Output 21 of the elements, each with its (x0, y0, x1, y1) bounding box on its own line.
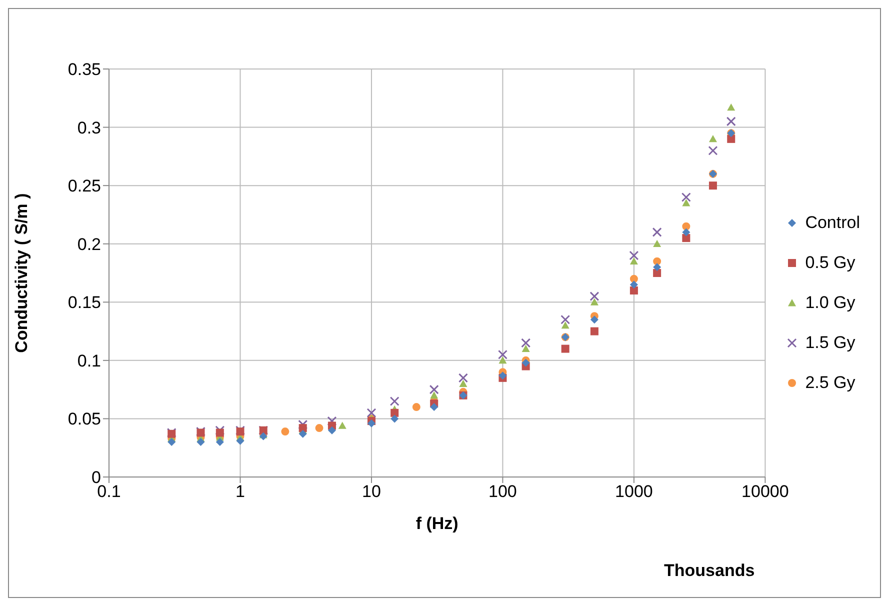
legend-label: 1.5 Gy (805, 332, 856, 354)
legend-label: Control (805, 212, 860, 234)
legend-label: 0.5 Gy (805, 252, 856, 274)
x-tick-label: 100 (488, 482, 517, 502)
x-tick-label: 10 (362, 482, 381, 502)
y-tick-label: 0.35 (68, 60, 101, 80)
x-axis-title: f (Hz) (416, 514, 458, 533)
y-axis-title: Conductivity ( S/m ) (12, 193, 32, 353)
x-tick-label: 0.1 (97, 482, 121, 502)
y-tick-label: 0.2 (77, 234, 101, 254)
text: Thousands (664, 561, 755, 581)
y-tick-label: 0.15 (68, 293, 101, 312)
x-tick-label: 10000 (742, 482, 789, 502)
y-tick-label: 0.25 (68, 176, 101, 196)
y-tick-label: 0.05 (68, 410, 101, 429)
y-tick-label: 0.1 (77, 351, 101, 370)
x-tick-label: 1 (236, 482, 245, 502)
legend-label: 1.0 Gy (805, 292, 856, 314)
x-tick-label: 1000 (615, 482, 653, 502)
y-tick-label: 0.3 (77, 118, 101, 138)
legend-label: 2.5 Gy (805, 372, 856, 394)
